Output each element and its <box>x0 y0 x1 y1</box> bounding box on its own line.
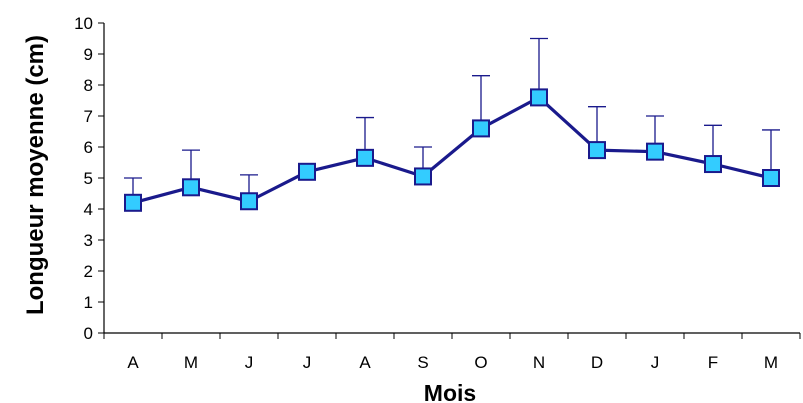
data-point <box>646 142 664 161</box>
x-tick-label: M <box>184 353 198 372</box>
y-tick-label: 5 <box>84 169 93 188</box>
data-point <box>588 141 606 160</box>
data-point <box>414 167 432 186</box>
y-tick-label: 6 <box>84 138 93 157</box>
x-tick-label: J <box>245 353 254 372</box>
data-point <box>356 148 374 167</box>
series-lines <box>132 95 772 205</box>
error-bars <box>124 37 780 203</box>
y-axis-title: Longueur moyenne (cm) <box>22 35 49 315</box>
x-tick-label: O <box>474 353 487 372</box>
y-axis-ticks: 0 1 2 3 4 5 6 7 8 9 10 <box>74 14 104 343</box>
x-tick-label: M <box>764 353 778 372</box>
x-tick-label: S <box>417 353 428 372</box>
y-tick-label: 10 <box>74 14 93 33</box>
x-tick-label: A <box>359 353 371 372</box>
y-tick-label: 4 <box>84 200 93 219</box>
y-tick-label: 9 <box>84 45 93 64</box>
data-point <box>298 162 316 181</box>
x-axis-title: Mois <box>424 380 476 403</box>
data-point <box>182 178 200 197</box>
chart-axes <box>103 23 800 334</box>
data-point <box>762 169 780 187</box>
x-tick-label: N <box>533 353 545 372</box>
y-tick-label: 3 <box>84 231 93 250</box>
series-line <box>132 95 772 205</box>
x-tick-label: D <box>591 353 603 372</box>
data-point <box>472 119 490 138</box>
data-markers <box>124 88 780 212</box>
y-tick-label: 8 <box>84 76 93 95</box>
y-tick-label: 7 <box>84 107 93 126</box>
x-tick-label: J <box>651 353 660 372</box>
y-tick-label: 1 <box>84 293 93 312</box>
data-point <box>240 192 258 211</box>
data-point <box>704 155 722 174</box>
data-point <box>530 88 548 107</box>
x-tick-label: J <box>303 353 312 372</box>
x-tick-label: F <box>708 353 718 372</box>
data-point <box>124 193 142 212</box>
y-tick-label: 2 <box>84 262 93 281</box>
x-tick-label: A <box>127 353 139 372</box>
y-tick-label: 0 <box>84 324 93 343</box>
